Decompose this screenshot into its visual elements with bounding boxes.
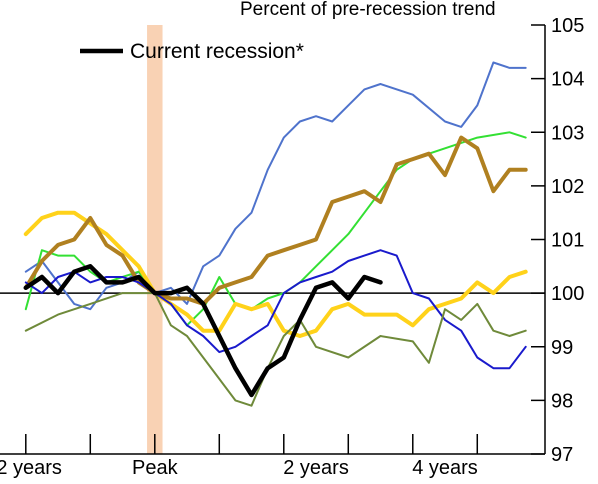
y-tick-label: 104 — [551, 69, 584, 91]
x-tick-label: 4 years — [412, 457, 478, 479]
y-tick-label: 98 — [551, 390, 573, 412]
legend-label-current-recession: Current recession* — [130, 40, 304, 63]
y-axis-title: Percent of pre-recession trend — [240, 0, 496, 20]
x-ticks — [25, 434, 479, 454]
y-tick-label: 105 — [551, 15, 584, 37]
y-tick-label: 103 — [551, 122, 584, 144]
series-line-4 — [23, 210, 528, 338]
series-line-2 — [24, 61, 527, 311]
x-tick-label: -2 years — [0, 457, 62, 479]
legend: Current recession* — [80, 40, 304, 63]
y-tick-label: 101 — [551, 230, 584, 252]
series-line-5 — [23, 135, 528, 306]
y-tick-label: 102 — [551, 176, 584, 198]
y-tick-labels: 97 98 99 100 101 102 103 104 105 — [551, 15, 584, 466]
y-tick-label: 99 — [551, 337, 573, 359]
series-line-1 — [23, 264, 383, 398]
y-tick-label: 100 — [551, 283, 584, 305]
x-tick-label: 2 years — [283, 457, 349, 479]
x-tick-labels: -2 years Peak 2 years 4 years — [0, 457, 478, 479]
y-ticks — [531, 24, 545, 455]
y-tick-label: 97 — [551, 444, 573, 466]
series-layer — [23, 61, 528, 407]
recession-band — [147, 25, 163, 454]
x-tick-label: Peak — [132, 457, 179, 479]
